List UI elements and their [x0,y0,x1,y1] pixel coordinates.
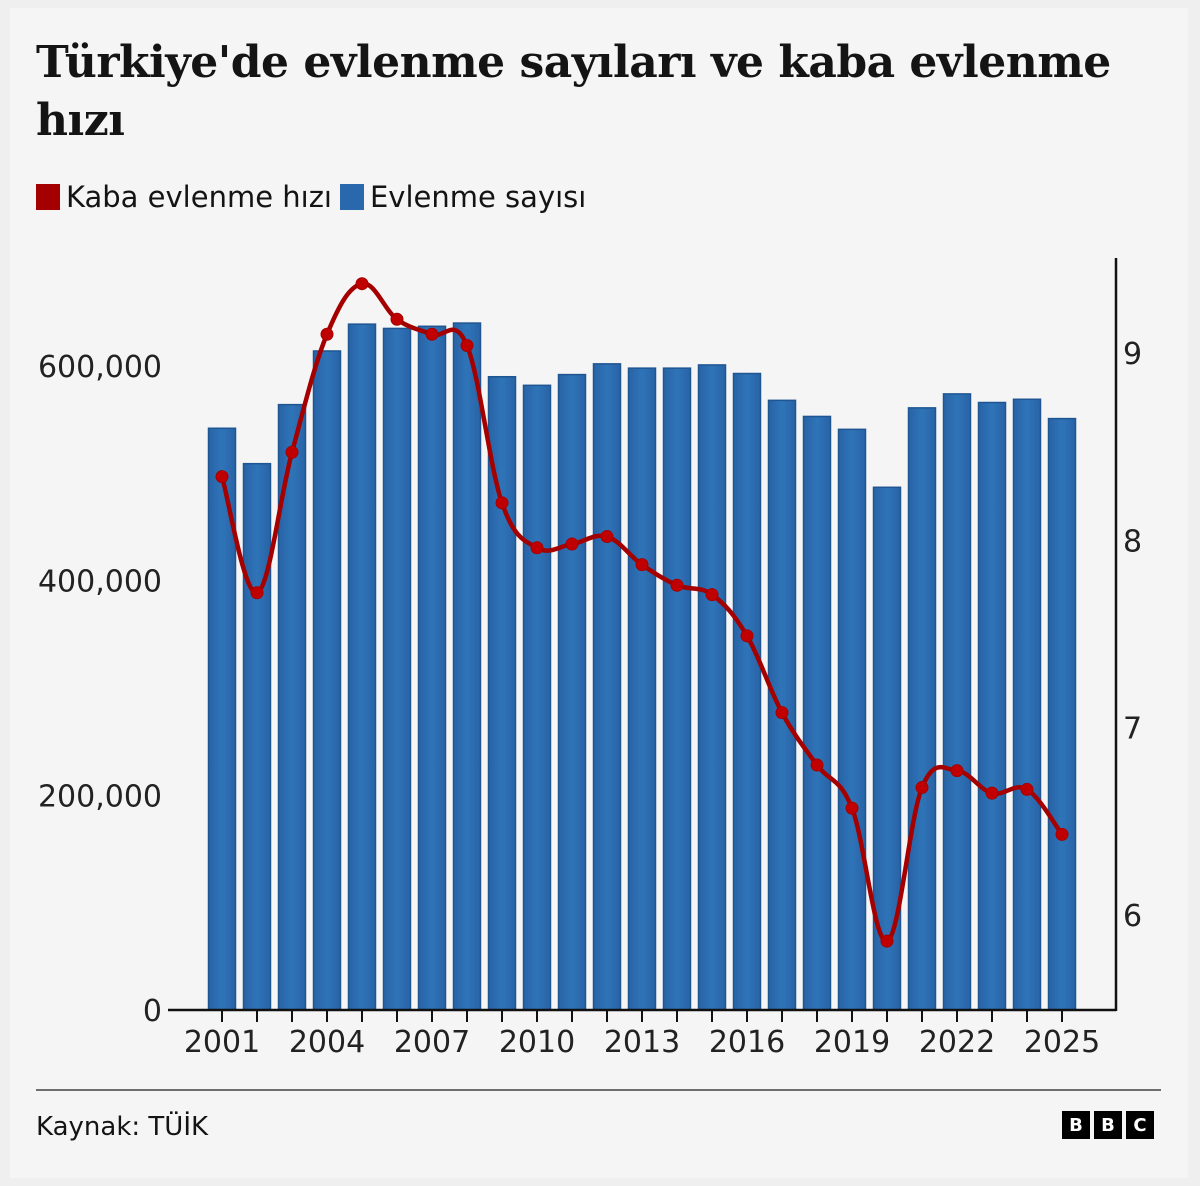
rate-point-2017 [775,706,789,720]
bar-2025 [1047,417,1077,1011]
rate-point-2010 [530,541,544,555]
right-tick-label: 9 [1123,337,1142,372]
left-tick-label: 600,000 [38,350,162,385]
rate-point-2013 [635,558,649,572]
rate-point-2016 [740,629,754,643]
bar-2009 [487,375,517,1011]
left-tick-label: 0 [143,994,162,1029]
bbc-logo-letter: B [1094,1111,1122,1139]
bar-2012 [592,363,622,1011]
rate-point-2018 [810,758,824,772]
axes: 2001 2004 2007 2010 2013 2016 2019 2022 2025 0 200… [38,258,1142,1060]
chart-title: Türkiye'de evlenme sayıları ve kaba evle… [36,37,1111,146]
legend-label-count: Evlenme sayısı [369,180,587,214]
bar-2005 [347,323,377,1011]
bar-2023 [977,401,1007,1011]
legend-swatch-blue [339,184,364,210]
rate-line [219,281,1064,944]
rate-point-2009 [495,496,509,510]
x-tick-label: 2010 [499,1025,575,1060]
left-tick-label: 400,000 [38,565,162,600]
bar-series [207,322,1077,1011]
rate-point-2021 [915,781,929,795]
bar-2021 [907,407,937,1011]
bar-2011 [557,373,587,1011]
x-tick-label: 2019 [814,1025,890,1060]
bar-2013 [627,367,657,1011]
rate-point-2005 [355,277,369,291]
legend-item-count: Evlenme sayısı [339,180,587,214]
source-note: Kaynak: TÜİK [36,1112,209,1142]
x-tick-label: 2007 [394,1025,470,1060]
bbc-logo: B B C [1058,1111,1154,1139]
bar-2022 [942,393,972,1011]
x-tick-label: 2016 [709,1025,785,1060]
bar-2018 [802,415,832,1011]
bar-2016 [732,372,762,1011]
rate-point-2012 [600,530,614,544]
bbc-logo-letter: C [1126,1111,1154,1139]
rate-point-2024 [1020,782,1034,796]
bar-2014 [662,367,692,1011]
bar-2002 [242,462,272,1011]
rate-point-2019 [845,801,859,815]
rate-point-2006 [390,312,404,326]
rate-point-2023 [985,786,999,800]
rate-point-2002 [250,586,264,600]
legend-item-rate: Kaba evlenme hızı [36,180,332,214]
rate-point-2007 [425,327,439,341]
rate-point-2025 [1055,827,1069,841]
legend-swatch-red [36,184,60,210]
x-tick-label: 2022 [919,1025,995,1060]
bar-2007 [417,325,447,1011]
right-tick-label: 6 [1123,899,1142,934]
bar-2019 [837,428,867,1011]
bar-2008 [452,322,482,1011]
rate-point-2015 [705,588,719,602]
x-tick-label: 2013 [604,1025,680,1060]
left-tick-label: 200,000 [38,779,162,814]
x-tick-label: 2004 [289,1025,365,1060]
legend: Kaba evlenme hızı Evlenme sayısı [36,180,594,214]
rate-point-2011 [565,537,579,551]
line-series [215,277,1069,948]
x-tick-label: 2025 [1024,1025,1100,1060]
bar-2015 [697,364,727,1011]
rate-point-2022 [950,764,964,778]
rate-point-2020 [880,934,894,948]
legend-label-rate: Kaba evlenme hızı [66,180,332,214]
x-tick-label: 2001 [184,1025,260,1060]
bar-2010 [522,384,552,1011]
bbc-logo-letter: B [1062,1111,1090,1139]
footer-divider [36,1089,1161,1091]
rate-point-2008 [460,339,474,353]
rate-point-2004 [320,327,334,341]
rate-point-2003 [285,445,299,459]
right-tick-label: 7 [1123,712,1142,747]
right-tick-label: 8 [1123,524,1142,559]
bar-2004 [312,350,342,1011]
bar-2006 [382,327,412,1011]
bar-2024 [1012,398,1042,1011]
rate-point-2001 [215,470,229,484]
bar-2017 [767,399,797,1011]
rate-point-2014 [670,578,684,592]
